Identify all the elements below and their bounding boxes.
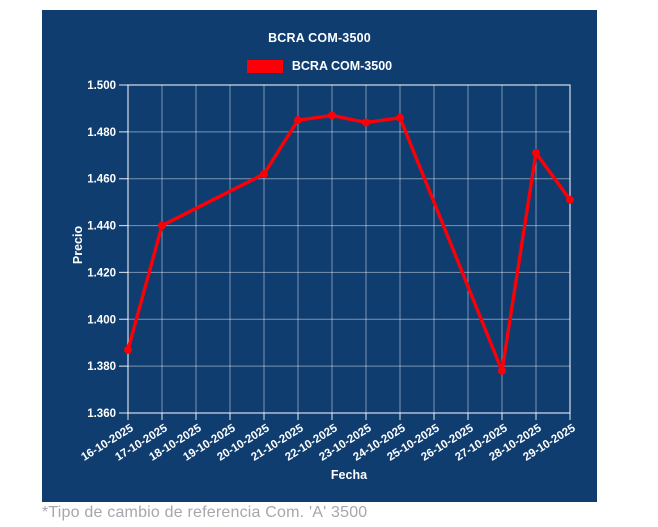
data-point-marker [294, 116, 302, 125]
chart-panel: BCRA COM-3500 BCRA COM-3500 1.360 1.380 1.… [42, 10, 597, 502]
plot-frame [127, 84, 571, 414]
legend-label: BCRA COM-3500 [291, 59, 393, 73]
legend-swatch [246, 59, 283, 73]
data-point-marker [532, 148, 540, 157]
data-point-marker [396, 113, 404, 122]
y-tick-label: 1.360 [87, 408, 116, 420]
data-point-marker [260, 170, 268, 179]
data-point-marker [328, 111, 336, 120]
y-tick-label: 1.500 [87, 80, 116, 92]
y-axis-title: Precio [71, 225, 85, 265]
data-point-marker [566, 195, 574, 204]
y-tick-label: 1.400 [87, 314, 116, 326]
data-point-marker [362, 118, 370, 127]
data-point-marker [124, 345, 132, 354]
line-chart: 1.360 1.380 1.400 1.420 1.440 1.460 1.480 1.500… [79, 80, 578, 464]
y-tick-label: 1.460 [87, 174, 116, 186]
y-tick-label: 1.480 [87, 127, 116, 139]
data-point-marker [158, 221, 166, 230]
y-tick-label: 1.380 [87, 361, 116, 373]
x-axis-title: Fecha [330, 468, 368, 482]
y-tick-label: 1.420 [87, 267, 116, 279]
y-tick-label: 1.440 [87, 221, 116, 233]
footnote: *Tipo de cambio de referencia Com. 'A' 3… [42, 504, 368, 521]
chart-title: BCRA COM-3500 [268, 31, 371, 45]
data-point-marker [498, 366, 506, 375]
price-line [126, 113, 572, 373]
legend: BCRA COM-3500 [42, 59, 597, 73]
